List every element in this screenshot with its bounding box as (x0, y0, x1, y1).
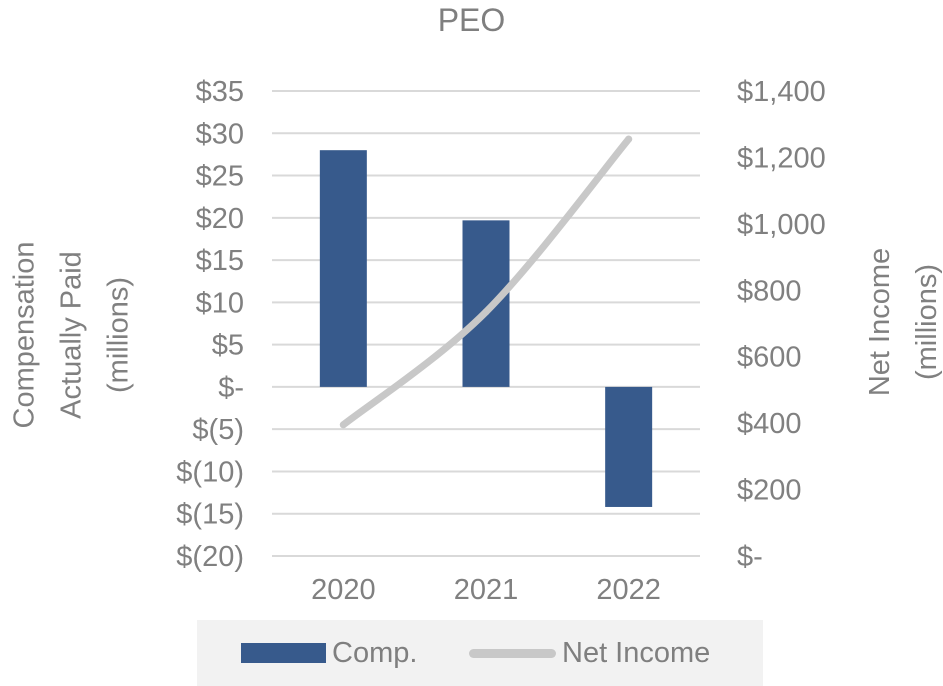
right-tick-label: $800 (737, 275, 802, 307)
left-axis-title-line-3: (millions) (102, 277, 135, 393)
right-tick-label: $400 (737, 408, 802, 440)
right-tick-label: $1,000 (737, 209, 826, 241)
left-tick-label: $(15) (176, 499, 244, 531)
left-tick-label: $- (218, 372, 244, 404)
point-net-income-2020 (339, 421, 347, 429)
left-tick-label: $5 (212, 330, 244, 362)
right-axis-title-line-2: (millions) (911, 264, 943, 381)
chart-title: PEO (437, 2, 506, 38)
left-axis-title-line-1: Compensation (8, 241, 41, 429)
left-tick-label: $(10) (176, 456, 244, 488)
right-tick-label: $200 (737, 475, 802, 507)
left-tick-label: $(20) (176, 541, 244, 573)
left-tick-label: $(5) (192, 414, 244, 446)
legend-label-comp: Comp. (332, 636, 418, 669)
left-axis-title-line-2: Actually Paid (55, 251, 88, 419)
right-tick-label: $1,400 (737, 76, 826, 108)
right-tick-label: $1,200 (737, 142, 826, 174)
bar-comp-2021 (462, 220, 510, 387)
left-tick-label: $35 (196, 76, 244, 108)
left-tick-label: $20 (196, 203, 244, 235)
point-net-income-2021 (482, 308, 490, 316)
left-tick-label: $10 (196, 287, 244, 319)
bar-comp-2022 (605, 386, 653, 507)
right-tick-label: $600 (737, 342, 802, 374)
x-tick-label: 2022 (596, 574, 661, 606)
right-tick-label: $- (737, 541, 763, 573)
left-tick-label: $25 (196, 161, 244, 193)
point-net-income-2022 (625, 135, 633, 143)
legend-swatch-comp (241, 643, 326, 663)
left-tick-label: $15 (196, 245, 244, 277)
legend-swatch-net-income (469, 648, 556, 658)
x-tick-label: 2021 (454, 574, 519, 606)
legend-item-comp: Comp. (241, 620, 417, 686)
left-tick-label: $30 (196, 118, 244, 150)
x-tick-label: 2020 (311, 574, 376, 606)
right-axis-title-line-1: Net Income (864, 247, 896, 397)
chart-legend: Comp. Net Income (197, 620, 763, 686)
bar-comp-2020 (319, 150, 367, 387)
legend-item-net-income: Net Income (469, 620, 710, 686)
legend-label-net-income: Net Income (562, 636, 711, 669)
